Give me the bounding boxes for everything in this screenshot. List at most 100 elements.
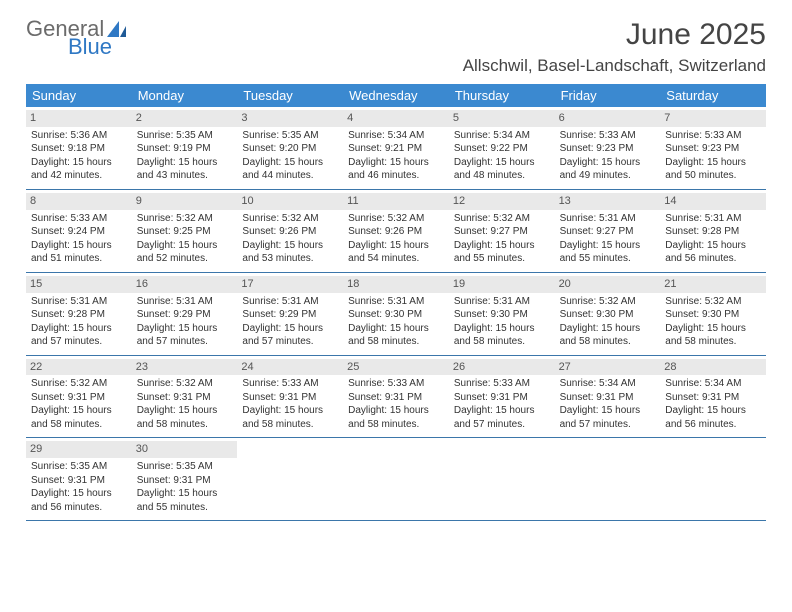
logo-text-2: Blue xyxy=(68,36,132,58)
sunset-line: Sunset: 9:24 PM xyxy=(31,225,127,239)
day-number: 7 xyxy=(660,110,766,127)
day-cell xyxy=(343,438,449,520)
day-cell: 17Sunrise: 5:31 AMSunset: 9:29 PMDayligh… xyxy=(237,273,343,355)
day-number: 6 xyxy=(555,110,661,127)
day-number: 19 xyxy=(449,276,555,293)
week-row: 15Sunrise: 5:31 AMSunset: 9:28 PMDayligh… xyxy=(26,273,766,356)
sunrise-line: Sunrise: 5:35 AM xyxy=(137,460,233,474)
day-cell: 18Sunrise: 5:31 AMSunset: 9:30 PMDayligh… xyxy=(343,273,449,355)
sunrise-line: Sunrise: 5:32 AM xyxy=(242,212,338,226)
day-number: 9 xyxy=(132,193,238,210)
daylight-line: Daylight: 15 hours and 58 minutes. xyxy=(242,404,338,431)
daylight-line: Daylight: 15 hours and 58 minutes. xyxy=(560,322,656,349)
sunrise-line: Sunrise: 5:36 AM xyxy=(31,129,127,143)
day-number: 1 xyxy=(26,110,132,127)
daylight-line: Daylight: 15 hours and 54 minutes. xyxy=(348,239,444,266)
day-headers-row: Sunday Monday Tuesday Wednesday Thursday… xyxy=(26,84,766,107)
sunset-line: Sunset: 9:31 PM xyxy=(137,391,233,405)
sunrise-line: Sunrise: 5:32 AM xyxy=(348,212,444,226)
day-number: 10 xyxy=(237,193,343,210)
header: General Blue June 2025 Allschwil, Basel-… xyxy=(26,18,766,76)
day-cell: 19Sunrise: 5:31 AMSunset: 9:30 PMDayligh… xyxy=(449,273,555,355)
sunrise-line: Sunrise: 5:32 AM xyxy=(137,377,233,391)
day-number: 5 xyxy=(449,110,555,127)
day-number: 30 xyxy=(132,441,238,458)
sunset-line: Sunset: 9:30 PM xyxy=(560,308,656,322)
sunrise-line: Sunrise: 5:33 AM xyxy=(348,377,444,391)
sunset-line: Sunset: 9:23 PM xyxy=(665,142,761,156)
day-number: 27 xyxy=(555,359,661,376)
daylight-line: Daylight: 15 hours and 58 minutes. xyxy=(348,322,444,349)
daylight-line: Daylight: 15 hours and 58 minutes. xyxy=(454,322,550,349)
day-number: 15 xyxy=(26,276,132,293)
sunrise-line: Sunrise: 5:31 AM xyxy=(348,295,444,309)
daylight-line: Daylight: 15 hours and 53 minutes. xyxy=(242,239,338,266)
daylight-line: Daylight: 15 hours and 57 minutes. xyxy=(454,404,550,431)
sunset-line: Sunset: 9:26 PM xyxy=(348,225,444,239)
sunrise-line: Sunrise: 5:33 AM xyxy=(560,129,656,143)
day-cell: 13Sunrise: 5:31 AMSunset: 9:27 PMDayligh… xyxy=(555,190,661,272)
daylight-line: Daylight: 15 hours and 57 minutes. xyxy=(31,322,127,349)
day-cell: 30Sunrise: 5:35 AMSunset: 9:31 PMDayligh… xyxy=(132,438,238,520)
sunrise-line: Sunrise: 5:32 AM xyxy=(137,212,233,226)
sunrise-line: Sunrise: 5:31 AM xyxy=(137,295,233,309)
day-cell: 29Sunrise: 5:35 AMSunset: 9:31 PMDayligh… xyxy=(26,438,132,520)
sunset-line: Sunset: 9:23 PM xyxy=(560,142,656,156)
daylight-line: Daylight: 15 hours and 55 minutes. xyxy=(137,487,233,514)
daylight-line: Daylight: 15 hours and 50 minutes. xyxy=(665,156,761,183)
daylight-line: Daylight: 15 hours and 57 minutes. xyxy=(560,404,656,431)
sunset-line: Sunset: 9:29 PM xyxy=(137,308,233,322)
day-number: 13 xyxy=(555,193,661,210)
daylight-line: Daylight: 15 hours and 56 minutes. xyxy=(31,487,127,514)
sunset-line: Sunset: 9:28 PM xyxy=(665,225,761,239)
sunrise-line: Sunrise: 5:31 AM xyxy=(242,295,338,309)
day-cell: 26Sunrise: 5:33 AMSunset: 9:31 PMDayligh… xyxy=(449,356,555,438)
day-number: 26 xyxy=(449,359,555,376)
day-cell: 2Sunrise: 5:35 AMSunset: 9:19 PMDaylight… xyxy=(132,107,238,189)
sunrise-line: Sunrise: 5:33 AM xyxy=(31,212,127,226)
day-number: 20 xyxy=(555,276,661,293)
sunset-line: Sunset: 9:31 PM xyxy=(31,391,127,405)
sunrise-line: Sunrise: 5:32 AM xyxy=(560,295,656,309)
day-number: 28 xyxy=(660,359,766,376)
day-number: 17 xyxy=(237,276,343,293)
daylight-line: Daylight: 15 hours and 58 minutes. xyxy=(665,322,761,349)
sunset-line: Sunset: 9:31 PM xyxy=(31,474,127,488)
day-number: 22 xyxy=(26,359,132,376)
day-number: 16 xyxy=(132,276,238,293)
day-cell: 24Sunrise: 5:33 AMSunset: 9:31 PMDayligh… xyxy=(237,356,343,438)
day-cell: 21Sunrise: 5:32 AMSunset: 9:30 PMDayligh… xyxy=(660,273,766,355)
day-cell xyxy=(237,438,343,520)
sunset-line: Sunset: 9:25 PM xyxy=(137,225,233,239)
sunrise-line: Sunrise: 5:35 AM xyxy=(31,460,127,474)
sunset-line: Sunset: 9:30 PM xyxy=(454,308,550,322)
day-cell: 5Sunrise: 5:34 AMSunset: 9:22 PMDaylight… xyxy=(449,107,555,189)
sunrise-line: Sunrise: 5:34 AM xyxy=(454,129,550,143)
week-row: 29Sunrise: 5:35 AMSunset: 9:31 PMDayligh… xyxy=(26,438,766,521)
sunset-line: Sunset: 9:31 PM xyxy=(560,391,656,405)
day-number: 4 xyxy=(343,110,449,127)
sunset-line: Sunset: 9:30 PM xyxy=(665,308,761,322)
dayheader-sunday: Sunday xyxy=(26,84,132,107)
day-number: 21 xyxy=(660,276,766,293)
sunset-line: Sunset: 9:30 PM xyxy=(348,308,444,322)
sunrise-line: Sunrise: 5:35 AM xyxy=(137,129,233,143)
sunrise-line: Sunrise: 5:33 AM xyxy=(242,377,338,391)
month-title: June 2025 xyxy=(463,18,766,52)
week-row: 22Sunrise: 5:32 AMSunset: 9:31 PMDayligh… xyxy=(26,356,766,439)
calendar: Sunday Monday Tuesday Wednesday Thursday… xyxy=(26,84,766,521)
sunset-line: Sunset: 9:31 PM xyxy=(242,391,338,405)
daylight-line: Daylight: 15 hours and 51 minutes. xyxy=(31,239,127,266)
day-number: 24 xyxy=(237,359,343,376)
day-cell: 12Sunrise: 5:32 AMSunset: 9:27 PMDayligh… xyxy=(449,190,555,272)
logo: General Blue xyxy=(26,18,132,58)
day-cell xyxy=(449,438,555,520)
daylight-line: Daylight: 15 hours and 55 minutes. xyxy=(454,239,550,266)
week-row: 8Sunrise: 5:33 AMSunset: 9:24 PMDaylight… xyxy=(26,190,766,273)
daylight-line: Daylight: 15 hours and 48 minutes. xyxy=(454,156,550,183)
dayheader-wednesday: Wednesday xyxy=(343,84,449,107)
dayheader-monday: Monday xyxy=(132,84,238,107)
day-cell: 10Sunrise: 5:32 AMSunset: 9:26 PMDayligh… xyxy=(237,190,343,272)
sunset-line: Sunset: 9:27 PM xyxy=(560,225,656,239)
sunset-line: Sunset: 9:31 PM xyxy=(454,391,550,405)
